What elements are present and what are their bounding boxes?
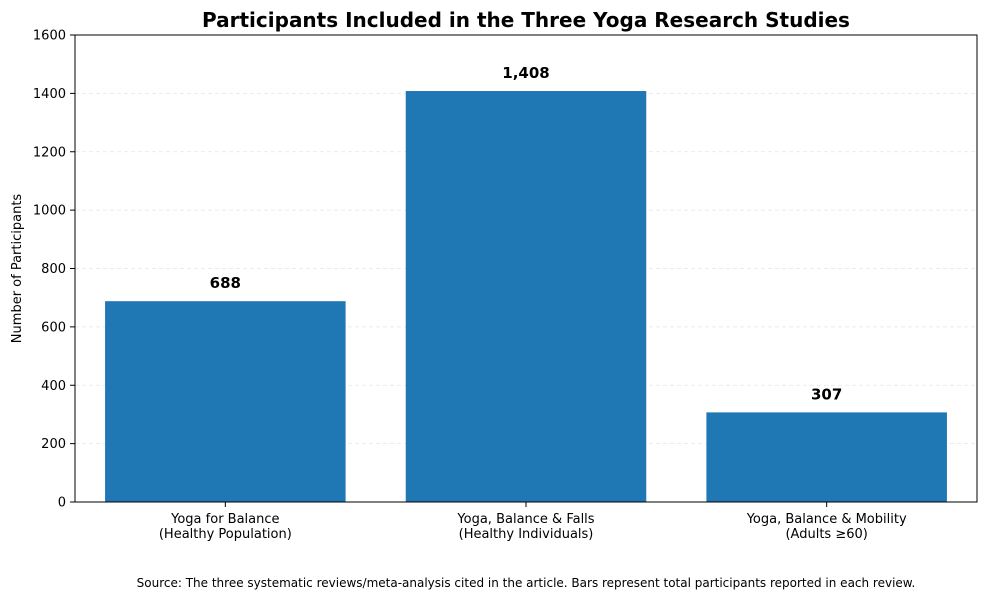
chart-title: Participants Included in the Three Yoga … — [202, 8, 850, 32]
data-label: 307 — [811, 385, 842, 403]
x-tick-label: (Healthy Individuals) — [459, 527, 594, 542]
y-tick-label: 1400 — [33, 87, 66, 102]
x-tick-label: Yoga for Balance — [170, 512, 279, 527]
x-tick-label: (Healthy Population) — [159, 527, 292, 542]
y-axis: 0 200 400 600 800 1000 1200 1400 1600 — [33, 29, 75, 511]
y-tick-label: 800 — [41, 262, 66, 277]
data-label: 688 — [210, 274, 241, 292]
bar — [105, 301, 346, 502]
y-tick-label: 0 — [58, 496, 66, 511]
x-tick-label: (Adults ≥60) — [785, 527, 867, 542]
y-tick-label: 200 — [41, 437, 66, 452]
y-tick-label: 1000 — [33, 204, 66, 219]
y-tick-label: 1200 — [33, 145, 66, 160]
x-tick-label: Yoga, Balance & Falls — [456, 512, 594, 527]
y-axis-label: Number of Participants — [10, 194, 25, 344]
bar — [405, 91, 647, 502]
y-tick-label: 1600 — [33, 29, 66, 44]
y-tick-label: 400 — [41, 379, 66, 394]
x-tick-label: Yoga, Balance & Mobility — [746, 512, 907, 527]
bars — [105, 91, 947, 502]
bar — [706, 412, 947, 502]
data-labels: 688 1,408 307 — [210, 64, 843, 403]
y-tick-label: 600 — [41, 320, 66, 335]
x-axis: Yoga for Balance(Healthy Population) Yoga… — [159, 502, 907, 542]
source-note: Source: The three systematic reviews/met… — [137, 576, 916, 590]
data-label: 1,408 — [502, 64, 549, 82]
